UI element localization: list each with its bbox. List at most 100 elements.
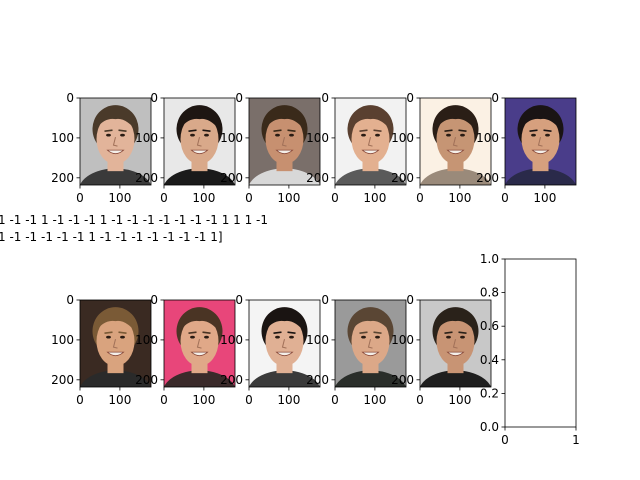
x-tick-label: 0 — [331, 191, 339, 205]
y-tick-label: 0 — [321, 91, 329, 105]
y-tick-label: 0 — [66, 293, 74, 307]
image-subplot: 0 100 0 100 200 — [51, 293, 152, 407]
x-tick-label: 0 — [76, 393, 84, 407]
axes-frame — [79, 299, 152, 388]
x-tick-label: 100 — [363, 393, 386, 407]
y-tick-label: 0.4 — [480, 353, 499, 367]
x-tick-label: 100 — [192, 393, 215, 407]
y-tick-label: 200 — [476, 171, 499, 185]
face-photo — [249, 98, 320, 185]
axes-frame — [163, 97, 236, 186]
axes-frame — [334, 97, 407, 186]
x-tick-label: 0 — [331, 393, 339, 407]
x-tick-label: 100 — [277, 191, 300, 205]
y-tick-label: 0 — [491, 91, 499, 105]
image-subplot: 0 100 0 100 200 — [306, 293, 407, 407]
y-tick-label: 200 — [306, 373, 329, 387]
label-array-line-2: 1 -1 -1 -1 -1 -1 1 -1 -1 -1 -1 -1 -1 -1 … — [0, 230, 223, 244]
image-subplot: 0 100 0 100 200 — [306, 91, 407, 205]
x-tick-label: 0 — [76, 191, 84, 205]
x-tick-label: 0 — [416, 393, 424, 407]
y-tick-label: 200 — [391, 373, 414, 387]
y-tick-label: 100 — [391, 333, 414, 347]
image-subplot: 0 100 0 100 200 — [135, 91, 236, 205]
image-subplot: 0 100 0 100 200 — [220, 91, 321, 205]
axes-frame — [79, 97, 152, 186]
y-tick-label: 100 — [306, 333, 329, 347]
axes-frame — [504, 97, 577, 186]
face-photo — [164, 98, 235, 185]
y-tick-label: 1.0 — [480, 252, 499, 266]
axes-frame — [334, 299, 407, 388]
y-tick-label: 100 — [51, 333, 74, 347]
x-tick-label: 100 — [108, 191, 131, 205]
face-photo — [164, 300, 235, 387]
x-tick-label: 0 — [160, 393, 168, 407]
axes-frame — [248, 97, 321, 186]
face-photo — [420, 300, 491, 387]
y-tick-label: 0.0 — [480, 420, 499, 434]
y-tick-label: 100 — [306, 131, 329, 145]
image-subplot: 0 100 0 100 200 — [391, 293, 492, 407]
y-tick-label: 200 — [391, 171, 414, 185]
axes-frame — [163, 299, 236, 388]
face-photo — [80, 300, 151, 387]
x-tick-label: 0 — [501, 433, 509, 447]
image-subplot: 0 100 0 100 200 — [135, 293, 236, 407]
y-tick-label: 100 — [135, 131, 158, 145]
face-photo — [420, 98, 491, 185]
x-tick-label: 0 — [160, 191, 168, 205]
y-tick-label: 0.2 — [480, 386, 499, 400]
image-subplot: 0 100 0 100 200 — [476, 91, 577, 205]
y-tick-label: 100 — [220, 333, 243, 347]
y-tick-label: 200 — [51, 373, 74, 387]
y-tick-label: 0 — [406, 293, 414, 307]
y-tick-label: 100 — [135, 333, 158, 347]
y-tick-label: 0 — [150, 91, 158, 105]
y-tick-label: 200 — [135, 373, 158, 387]
image-subplot: 0 100 0 100 200 — [391, 91, 492, 205]
y-tick-label: 200 — [51, 171, 74, 185]
y-tick-label: 0 — [235, 91, 243, 105]
empty-axes: 0.0 0.2 0.4 0.6 0.8 1.0 0 1 — [480, 252, 580, 447]
y-tick-label: 100 — [51, 131, 74, 145]
y-tick-label: 0 — [406, 91, 414, 105]
axes-frame — [504, 258, 577, 428]
label-array-line-1: 1 -1 -1 1 -1 -1 -1 1 -1 -1 -1 -1 -1 -1 -… — [0, 213, 268, 227]
image-subplot: 0 100 0 100 200 — [220, 293, 321, 407]
y-tick-label: 0 — [66, 91, 74, 105]
x-tick-label: 0 — [245, 393, 253, 407]
y-tick-label: 200 — [220, 171, 243, 185]
axes-frame — [419, 299, 492, 388]
face-photo — [505, 98, 576, 185]
y-tick-label: 100 — [220, 131, 243, 145]
x-tick-label: 100 — [192, 191, 215, 205]
face-photo — [335, 98, 406, 185]
y-tick-label: 100 — [391, 131, 414, 145]
y-tick-label: 0.6 — [480, 319, 499, 333]
face-photo — [335, 300, 406, 387]
x-tick-label: 0 — [501, 191, 509, 205]
x-tick-label: 100 — [448, 393, 471, 407]
x-tick-label: 100 — [363, 191, 386, 205]
x-tick-label: 1 — [572, 433, 580, 447]
y-tick-label: 200 — [306, 171, 329, 185]
y-tick-label: 100 — [476, 131, 499, 145]
axes-frame — [419, 97, 492, 186]
axes-frame — [248, 299, 321, 388]
y-tick-label: 0.8 — [480, 286, 499, 300]
x-tick-label: 0 — [416, 191, 424, 205]
image-subplot: 0 100 0 100 200 — [51, 91, 152, 205]
y-tick-label: 200 — [135, 171, 158, 185]
x-tick-label: 0 — [245, 191, 253, 205]
y-tick-label: 0 — [321, 293, 329, 307]
x-tick-label: 100 — [448, 191, 471, 205]
y-tick-label: 200 — [220, 373, 243, 387]
x-tick-label: 100 — [277, 393, 300, 407]
x-tick-label: 100 — [533, 191, 556, 205]
x-tick-label: 100 — [108, 393, 131, 407]
face-photo — [249, 300, 320, 387]
y-tick-label: 0 — [235, 293, 243, 307]
